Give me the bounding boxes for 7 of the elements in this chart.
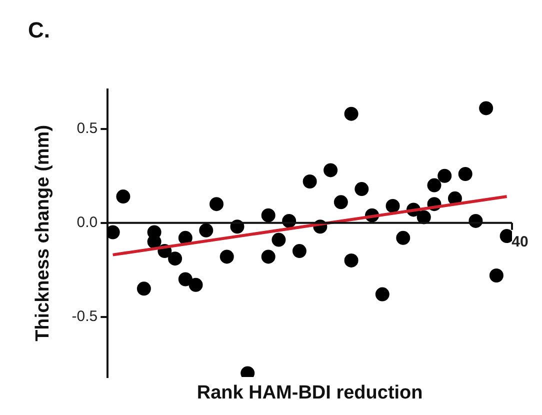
y-tick-label: 0.5 [76,120,98,138]
chart-title: C. [28,17,50,42]
y-tick-label: -0.5 [72,308,98,325]
y-tick-label: 0.0 [76,214,98,231]
annotation: 40 [512,234,528,250]
y-axis-title: Thickness change (mm) [32,124,54,342]
x-axis-title: Rank HAM-BDI reduction [196,382,423,404]
